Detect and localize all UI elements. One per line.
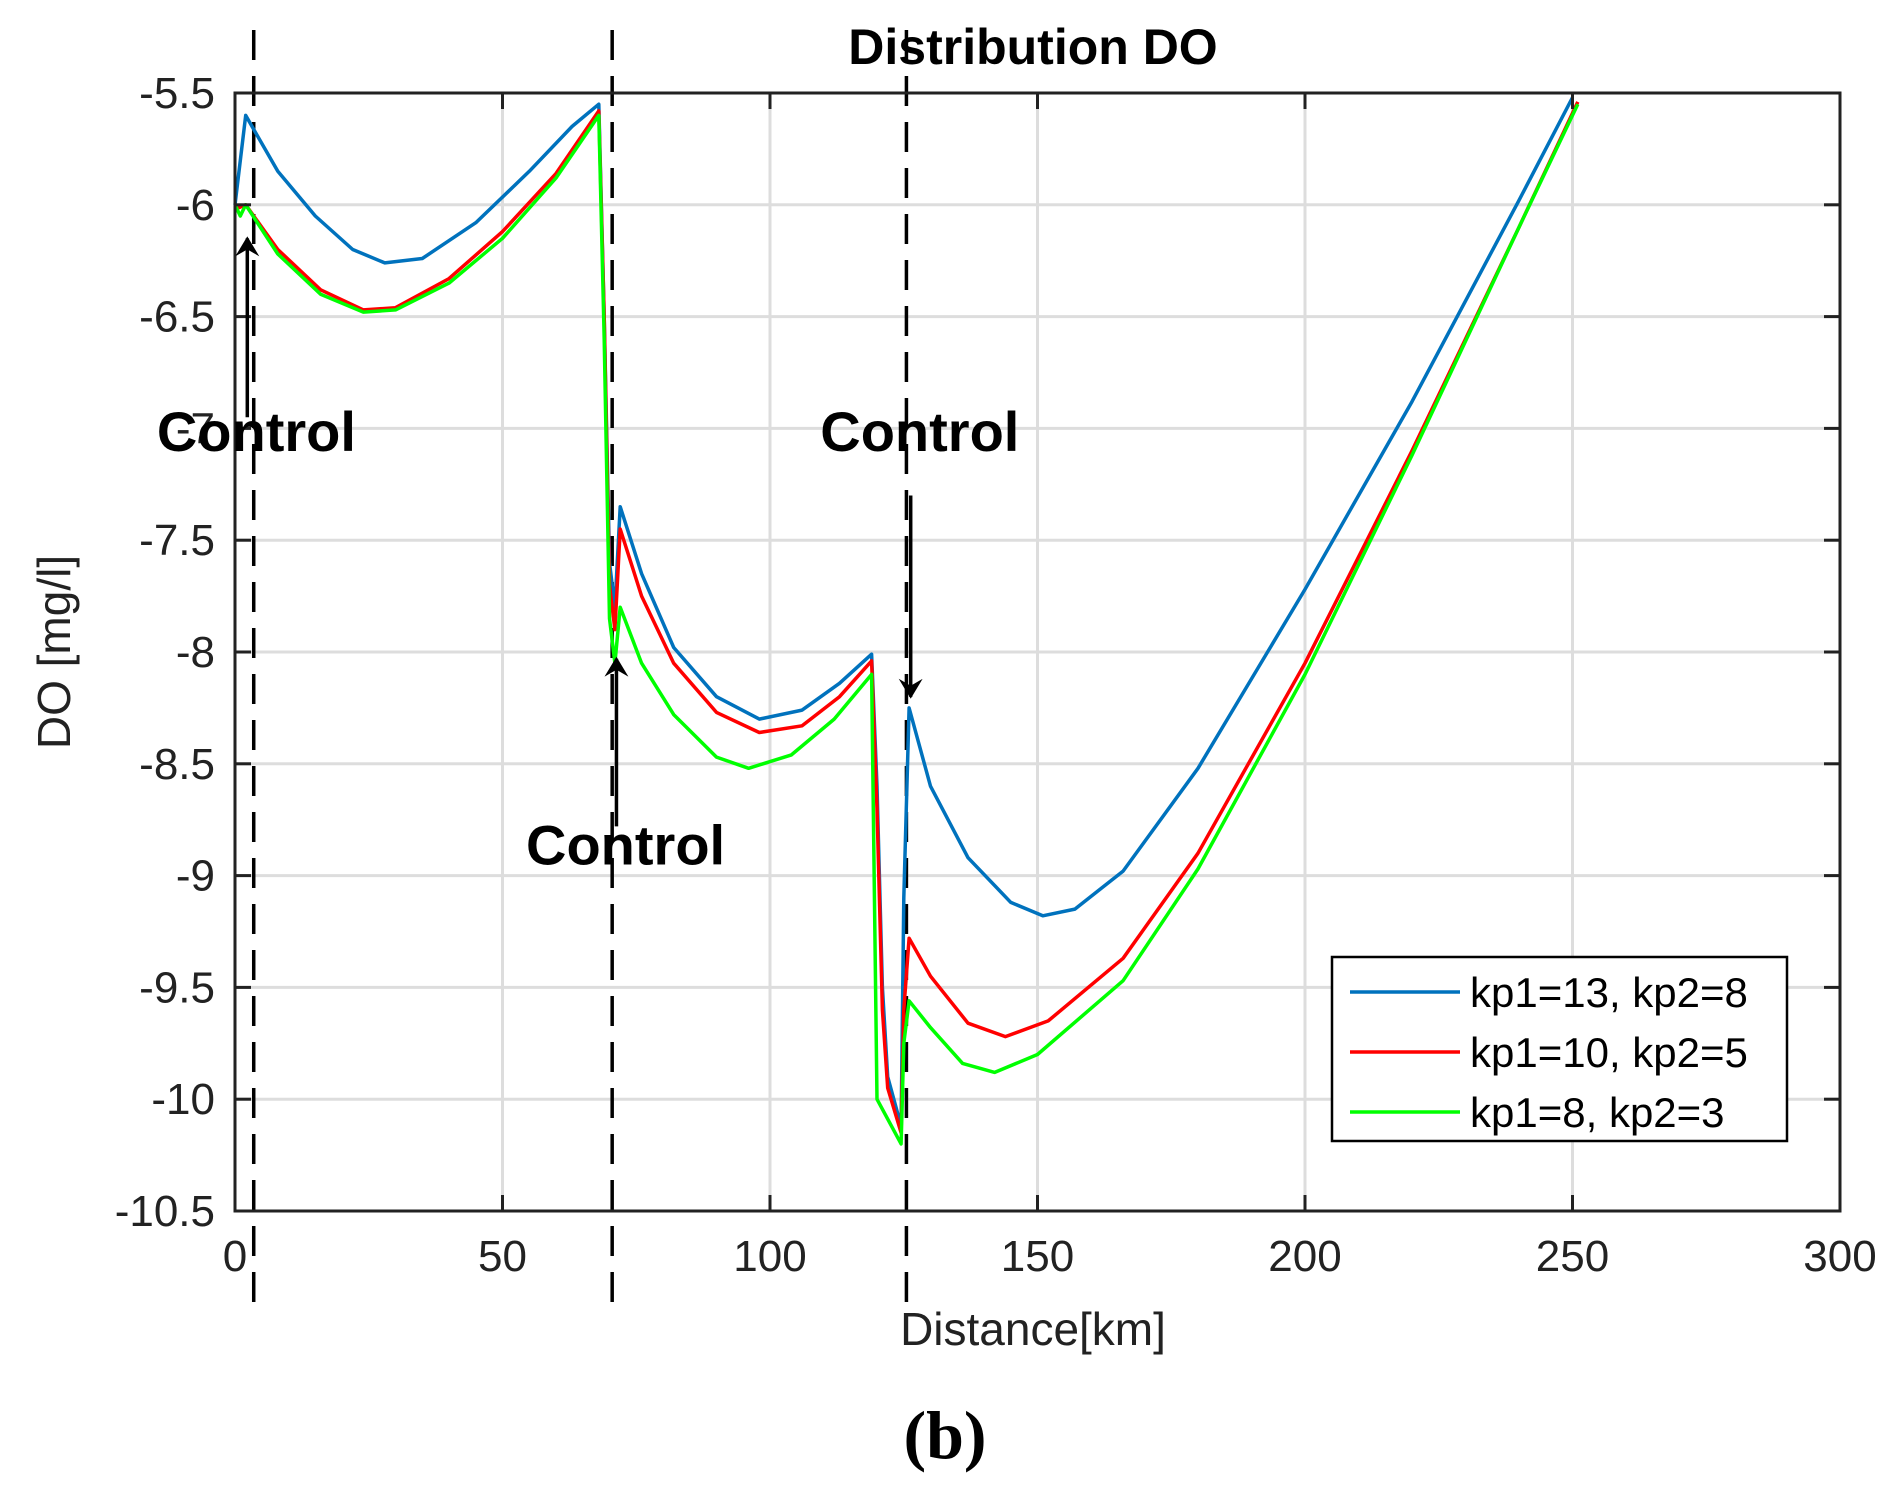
chart-title: Distribution DO [848,19,1217,75]
series-layer [233,96,1580,1146]
annotation-label: Control [157,400,356,463]
y-tick-label: -10 [151,1075,215,1124]
y-tick-label: -9 [176,852,215,901]
panel-label: (b) [903,1397,986,1473]
y-tick-label: -6.5 [139,293,215,342]
x-tick-label: 250 [1536,1232,1609,1281]
y-tick-label: -5.5 [139,69,215,118]
y-tick-labels: -5.5 -6 -6.5 -7 -7.5 -8 -8.5 -9 -9.5 -10 -10.5 [115,69,215,1236]
legend-label: kp1=13, kp2=8 [1470,969,1748,1016]
x-tick-labels: 0 50 100 150 200 250 300 [223,1232,1877,1281]
series-line [234,101,1580,1135]
annotation-label: Control [820,400,1019,463]
annotation-label: Control [526,813,725,876]
x-tick-label: 200 [1268,1232,1341,1281]
y-axis-label: DO [mg/l] [28,555,80,749]
y-tick-label: -9.5 [139,963,215,1012]
y-tick-label: -6 [176,181,215,230]
annotations: Control Control Control [157,236,1019,876]
legend-label: kp1=8, kp2=3 [1470,1089,1725,1136]
y-tick-label: -8 [176,628,215,677]
legend: kp1=13, kp2=8 kp1=10, kp2=5 kp1=8, kp2=3 [1330,955,1789,1143]
x-tick-label: 150 [1001,1232,1074,1281]
y-tick-label: -7.5 [139,516,215,565]
x-tick-label: 100 [733,1232,806,1281]
x-tick-label: 0 [223,1232,247,1281]
y-tick-label: -10.5 [115,1187,215,1236]
y-tick-label: -8.5 [139,740,215,789]
grid [235,93,1840,1211]
ticks [233,91,1842,1213]
x-axis-label: Distance[km] [900,1303,1166,1355]
series-line [233,103,1580,1146]
y-tick-label: -7 [176,404,215,453]
x-tick-label: 50 [478,1232,527,1281]
x-tick-label: 300 [1803,1232,1876,1281]
legend-label: kp1=10, kp2=5 [1470,1029,1748,1076]
series-line [233,96,1575,1128]
